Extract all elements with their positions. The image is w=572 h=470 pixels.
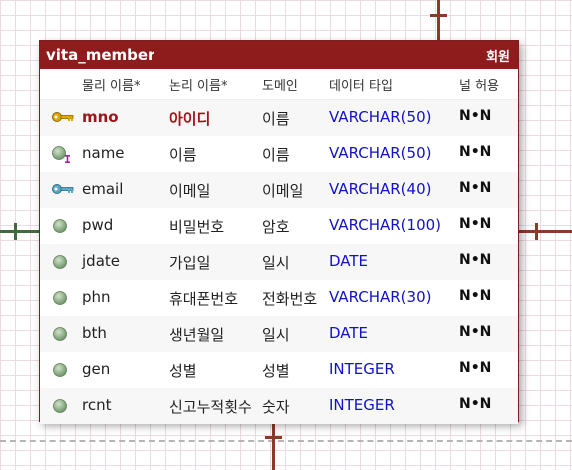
column-logical-name: 성별 bbox=[169, 362, 197, 380]
column-row-bth[interactable]: bth 생년월일 일시 DATE N•N bbox=[40, 316, 518, 352]
column-icon bbox=[52, 362, 72, 378]
column-row-name[interactable]: name 이름 이름 VARCHAR(50) N•N bbox=[40, 136, 518, 172]
column-row-gen[interactable]: gen 성별 성별 INTEGER N•N bbox=[40, 352, 518, 388]
column-logical-name: 이름 bbox=[169, 146, 197, 164]
column-nullable: N•N bbox=[459, 324, 492, 340]
column-nullable: N•N bbox=[459, 180, 492, 196]
column-nullable: N•N bbox=[459, 144, 492, 160]
column-nullable: N•N bbox=[459, 288, 492, 304]
column-domain: 성별 bbox=[262, 362, 290, 380]
column-domain: 암호 bbox=[262, 218, 290, 236]
column-list: mno 아이디 이름 VARCHAR(50) N•N name 이름 이름 VA… bbox=[40, 100, 518, 424]
column-datatype: VARCHAR(50) bbox=[329, 108, 432, 126]
column-domain: 일시 bbox=[262, 326, 290, 344]
header-datatype: 데이터 타입 bbox=[329, 79, 393, 94]
column-logical-name: 이메일 bbox=[169, 182, 211, 200]
column-datatype: INTEGER bbox=[329, 360, 395, 378]
column-logical-name: 생년월일 bbox=[169, 326, 225, 344]
index-column-icon bbox=[52, 146, 72, 163]
column-row-phn[interactable]: phn 휴대폰번호 전화번호 VARCHAR(30) N•N bbox=[40, 280, 518, 316]
column-datatype: VARCHAR(100) bbox=[329, 216, 442, 234]
alternate-key-icon bbox=[52, 182, 74, 198]
column-domain: 숫자 bbox=[262, 398, 290, 416]
entity-table-vita-member[interactable]: vita_member 회원 물리 이름* 논리 이름* 도메인 데이터 타입 … bbox=[39, 40, 519, 424]
column-physical-name: phn bbox=[82, 288, 111, 306]
column-nullable: N•N bbox=[459, 252, 492, 268]
column-datatype: VARCHAR(30) bbox=[329, 288, 432, 306]
column-row-email[interactable]: email 이메일 이메일 VARCHAR(40) N•N bbox=[40, 172, 518, 208]
column-physical-name: name bbox=[82, 144, 125, 162]
column-row-jdate[interactable]: jdate 가입일 일시 DATE N•N bbox=[40, 244, 518, 280]
column-icon bbox=[52, 218, 72, 234]
header-physical-name: 물리 이름* bbox=[82, 79, 141, 94]
column-nullable: N•N bbox=[459, 396, 492, 412]
header-nullable: 널 허용 bbox=[459, 79, 500, 94]
column-icon bbox=[52, 254, 72, 270]
column-datatype: VARCHAR(50) bbox=[329, 144, 432, 162]
header-domain: 도메인 bbox=[262, 79, 298, 94]
header-logical-name: 논리 이름* bbox=[169, 79, 228, 94]
column-logical-name: 신고누적횟수 bbox=[169, 398, 252, 416]
primary-key-icon bbox=[52, 110, 74, 126]
entity-header[interactable]: vita_member 회원 bbox=[40, 41, 518, 69]
column-logical-name: 아이디 bbox=[169, 110, 211, 128]
column-datatype: INTEGER bbox=[329, 396, 395, 414]
column-nullable: N•N bbox=[459, 216, 492, 232]
column-icon bbox=[52, 398, 72, 414]
column-logical-name: 비밀번호 bbox=[169, 218, 225, 236]
column-physical-name: gen bbox=[82, 360, 111, 378]
column-physical-name: email bbox=[82, 180, 124, 198]
column-physical-name: jdate bbox=[82, 252, 120, 270]
column-nullable: N•N bbox=[459, 360, 492, 376]
column-logical-name: 가입일 bbox=[169, 254, 211, 272]
column-header-row: 물리 이름* 논리 이름* 도메인 데이터 타입 널 허용 bbox=[40, 69, 518, 100]
column-physical-name: rcnt bbox=[82, 396, 112, 414]
column-physical-name: mno bbox=[82, 108, 119, 126]
column-nullable: N•N bbox=[459, 108, 492, 124]
entity-logical-name: 회원 bbox=[486, 49, 510, 65]
column-domain: 이메일 bbox=[262, 182, 304, 200]
column-icon bbox=[52, 326, 72, 342]
column-row-mno[interactable]: mno 아이디 이름 VARCHAR(50) N•N bbox=[40, 100, 518, 136]
column-physical-name: pwd bbox=[82, 216, 114, 234]
column-domain: 이름 bbox=[262, 110, 290, 128]
column-datatype: DATE bbox=[329, 324, 369, 342]
column-physical-name: bth bbox=[82, 324, 107, 342]
column-icon bbox=[52, 290, 72, 306]
column-row-pwd[interactable]: pwd 비밀번호 암호 VARCHAR(100) N•N bbox=[40, 208, 518, 244]
column-logical-name: 휴대폰번호 bbox=[169, 290, 239, 308]
page-boundary-line bbox=[0, 440, 572, 442]
entity-physical-name: vita_member bbox=[46, 46, 154, 64]
column-row-rcnt[interactable]: rcnt 신고누적횟수 숫자 INTEGER N•N bbox=[40, 388, 518, 424]
column-domain: 이름 bbox=[262, 146, 290, 164]
column-datatype: DATE bbox=[329, 252, 369, 270]
column-datatype: VARCHAR(40) bbox=[329, 180, 432, 198]
column-domain: 전화번호 bbox=[262, 290, 318, 308]
column-domain: 일시 bbox=[262, 254, 290, 272]
